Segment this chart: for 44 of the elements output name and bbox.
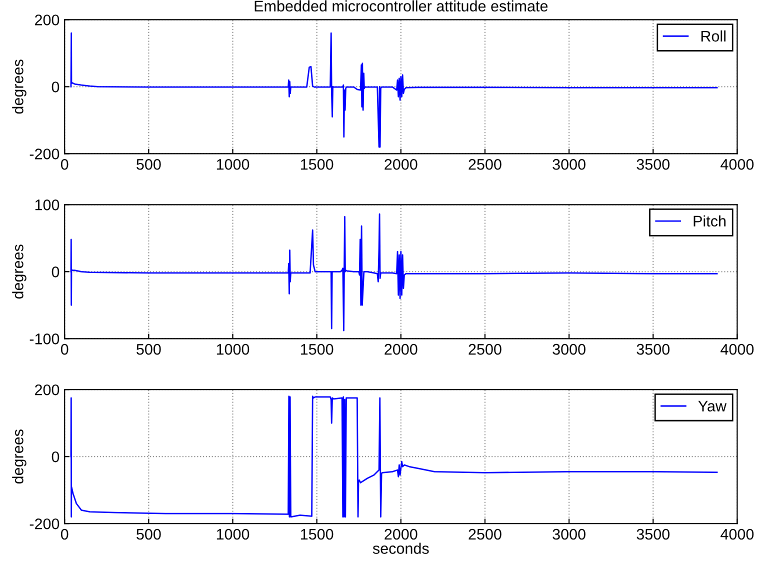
legend-label: Pitch (694, 215, 726, 227)
x-tick-label: 2500 (468, 158, 502, 170)
x-tick-label: 0 (60, 344, 68, 355)
y-tick-label: 200 (35, 384, 60, 396)
x-tick-label: 500 (136, 344, 161, 355)
x-tick-label: 3000 (552, 344, 586, 355)
y-tick-label: 200 (35, 14, 60, 26)
x-tick-label: 0 (60, 528, 68, 540)
y-tick-label: 100 (35, 200, 60, 210)
x-axis-title: seconds (372, 542, 429, 554)
x-tick-label: 3000 (552, 158, 586, 170)
x-tick-label: 2000 (384, 344, 418, 355)
x-tick-label: 1500 (301, 528, 334, 540)
y-tick-label: 0 (52, 266, 60, 278)
y-tick-label: 0 (52, 451, 60, 462)
x-tick-label: 3500 (636, 344, 670, 355)
x-tick-label: 1500 (301, 158, 334, 170)
x-tick-label: 4000 (720, 344, 754, 355)
x-tick-label: 3000 (552, 528, 586, 540)
x-tick-label: 1000 (216, 344, 250, 355)
y-tick-label: -100 (30, 334, 60, 344)
x-tick-label: 1000 (216, 528, 250, 540)
y-axis-title: degrees (12, 60, 26, 114)
x-tick-label: 2500 (468, 528, 502, 540)
y-tick-label: -200 (30, 518, 60, 530)
x-tick-label: 4000 (720, 528, 754, 540)
x-tick-label: 1000 (216, 158, 250, 170)
y-axis-title: degrees (12, 244, 26, 299)
legend-label: Roll (701, 30, 726, 42)
x-tick-label: 500 (136, 528, 161, 540)
x-tick-label: 1500 (301, 344, 334, 355)
chart-title: Embedded microcontroller attitude estimate (254, 0, 548, 12)
x-tick-label: 3500 (636, 528, 670, 540)
y-tick-label: 0 (52, 82, 60, 92)
x-tick-label: 500 (136, 158, 161, 170)
x-tick-label: 2000 (384, 158, 418, 170)
x-tick-label: 2000 (384, 528, 418, 540)
x-tick-label: 0 (60, 158, 68, 170)
x-tick-label: 2500 (468, 344, 502, 355)
y-tick-label: -200 (30, 148, 60, 160)
x-tick-label: 3500 (636, 158, 670, 170)
legend-label: Yaw (698, 400, 727, 412)
y-axis-title: degrees (12, 430, 26, 484)
x-tick-label: 4000 (720, 158, 754, 170)
